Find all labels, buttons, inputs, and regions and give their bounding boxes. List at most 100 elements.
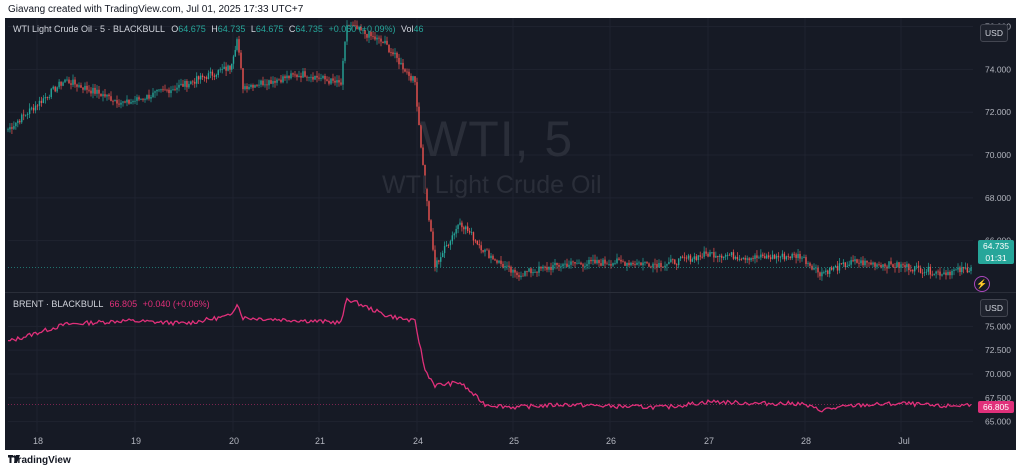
x-tick-label: 25 — [509, 436, 519, 446]
candle-body — [868, 262, 870, 264]
candle-body — [685, 257, 688, 259]
candle-body — [394, 52, 396, 55]
candle-body — [284, 76, 286, 79]
candle-body — [392, 52, 394, 55]
candle-body — [278, 79, 280, 81]
candle-body — [610, 264, 612, 266]
candle-body — [550, 266, 552, 270]
candle-body — [396, 52, 398, 58]
candle-body — [449, 241, 452, 246]
candle-body — [120, 102, 122, 105]
candle-body — [207, 73, 210, 79]
candle-body — [154, 91, 156, 93]
candle-body — [572, 261, 574, 263]
candle-body — [578, 262, 580, 264]
candle-body — [480, 245, 482, 251]
candle-body — [532, 272, 534, 274]
brent-value: 66.805 — [109, 299, 138, 309]
candle-body — [719, 255, 721, 258]
candle-body — [246, 86, 248, 90]
candle-body — [340, 82, 342, 85]
candle-body — [775, 255, 778, 259]
candle-body — [86, 85, 88, 90]
x-tick-label: 26 — [606, 436, 616, 446]
brent-series-line — [7, 297, 972, 413]
candle-body — [715, 255, 717, 258]
candle-body — [880, 264, 882, 268]
wti-currency-button[interactable]: USD — [980, 24, 1008, 42]
candle-body — [809, 263, 811, 266]
candle-body — [286, 75, 288, 79]
candle-body — [656, 264, 658, 268]
candle-body — [476, 240, 479, 245]
candle-body — [472, 232, 475, 241]
x-tick-label: 24 — [413, 436, 423, 446]
candle-body — [524, 271, 526, 276]
candle-body — [746, 258, 748, 260]
candle-body — [152, 92, 154, 97]
candle-body — [78, 85, 80, 87]
candle-body — [830, 267, 833, 270]
candle-body — [858, 262, 860, 264]
candle-body — [384, 40, 386, 44]
candle-body — [414, 76, 416, 83]
candle-body — [630, 262, 632, 266]
candle-body — [416, 82, 418, 107]
x-tick-label: Jul — [898, 436, 910, 446]
candle-body — [24, 114, 27, 116]
candle-body — [50, 88, 52, 98]
candle-body — [943, 272, 945, 275]
candle-body — [398, 57, 400, 65]
candle-body — [124, 101, 126, 103]
candle-body — [94, 87, 96, 94]
brent-currency-button[interactable]: USD — [980, 299, 1008, 317]
candle-body — [30, 107, 33, 109]
time-axis[interactable]: 18 19 20 21 24 25 26 27 28 Jul — [5, 432, 1016, 450]
candle-body — [953, 269, 955, 271]
candle-body — [736, 256, 739, 260]
candle-body — [904, 265, 906, 268]
candle-body — [402, 62, 404, 70]
candle-body — [604, 259, 606, 264]
candle-body — [732, 252, 735, 259]
candle-body — [128, 99, 130, 104]
candle-body — [590, 259, 592, 262]
candle-body — [520, 275, 522, 278]
candle-body — [766, 255, 768, 259]
candle-body — [876, 264, 878, 267]
candle-body — [440, 257, 442, 262]
candle-body — [312, 76, 314, 80]
candle-body — [707, 253, 709, 257]
candle-body — [556, 262, 558, 266]
candle-body — [215, 75, 218, 77]
brent-panel[interactable]: 75.000 72.500 70.000 67.500 65.000 BRENT · B… — [5, 292, 1016, 433]
candle-body — [514, 269, 516, 273]
candle-body — [436, 260, 438, 268]
candle-body — [463, 227, 465, 230]
candle-body — [562, 264, 564, 267]
candle-body — [568, 264, 570, 267]
candle-body — [910, 270, 912, 271]
candle-body — [292, 73, 294, 75]
candle-body — [209, 71, 212, 74]
candle-body — [36, 105, 39, 107]
candle-body — [672, 259, 674, 261]
candle-body — [225, 66, 227, 71]
brent-chart[interactable]: 75.000 72.500 70.000 67.500 65.000 — [5, 293, 1016, 433]
candle-body — [697, 255, 699, 261]
candle-body — [236, 39, 238, 50]
candle-body — [82, 87, 84, 90]
candle-body — [336, 80, 338, 83]
x-tick-label: 21 — [315, 436, 325, 446]
candle-body — [966, 267, 969, 273]
candle-body — [306, 76, 308, 78]
candle-body — [817, 267, 819, 273]
alert-icon[interactable]: ⚡ — [974, 276, 990, 292]
y-tick-label: 72.000 — [985, 107, 1011, 117]
candle-body — [484, 249, 486, 252]
candle-body — [624, 262, 626, 266]
candle-body — [695, 256, 698, 261]
candle-body — [819, 272, 821, 277]
